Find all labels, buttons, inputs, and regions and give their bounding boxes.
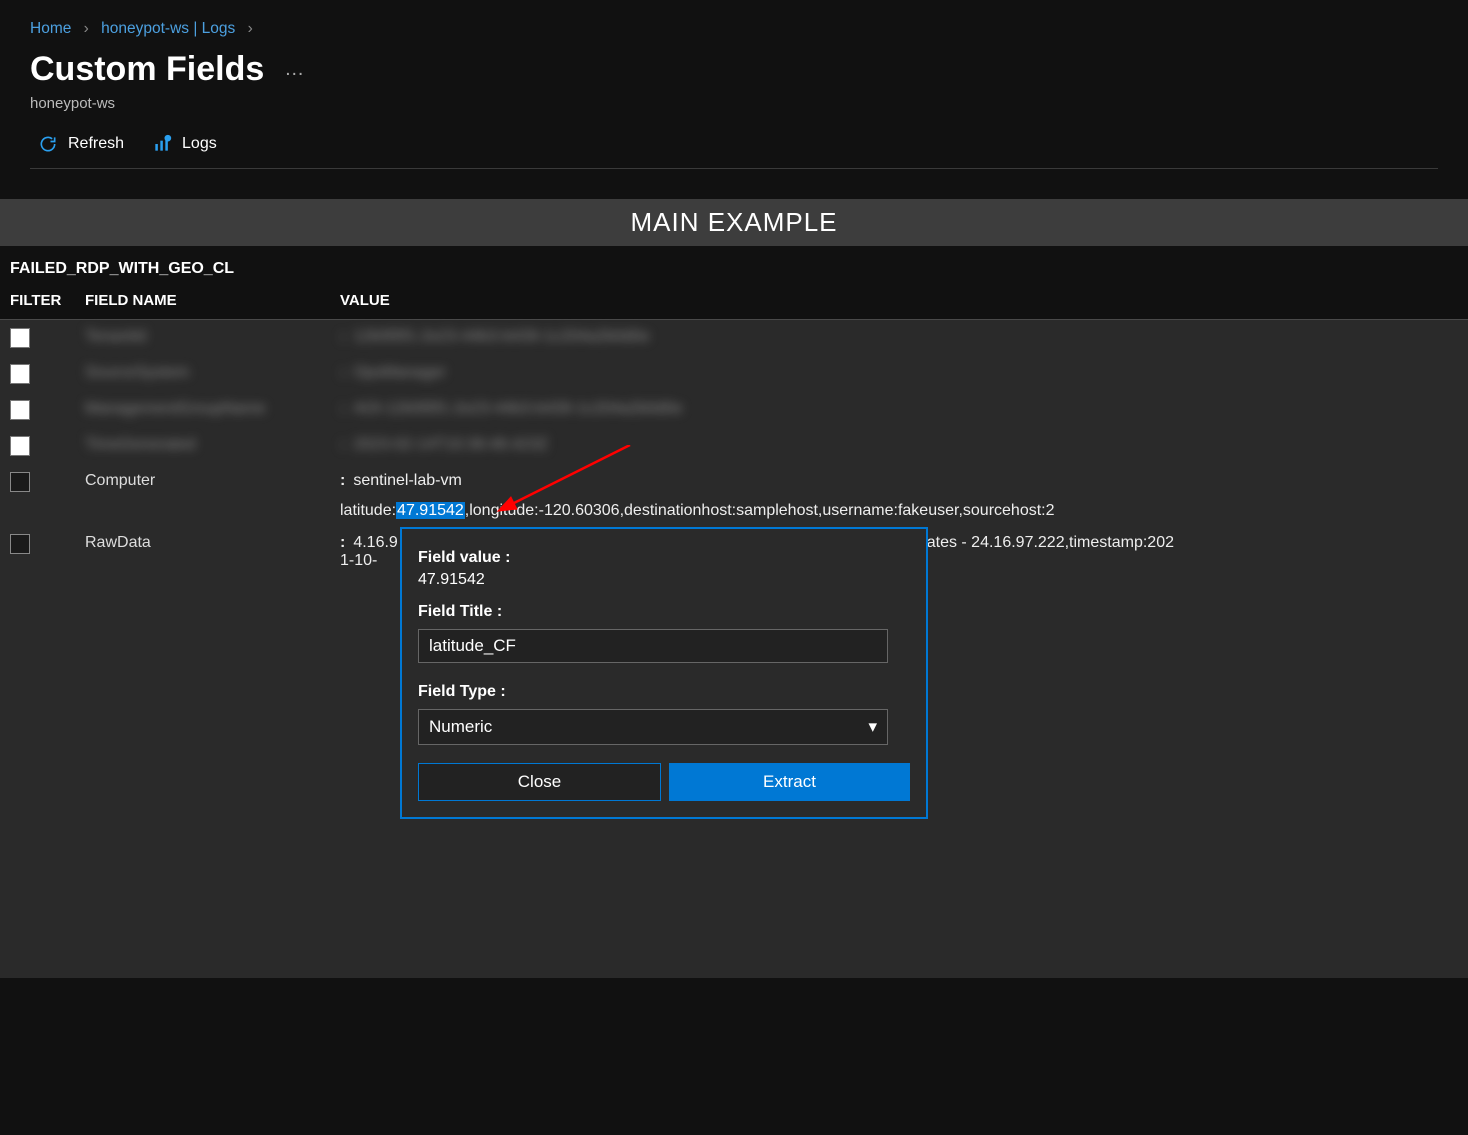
rawdata-post: ,longitude:-120.60306,destinationhost:sa… [465,502,1055,519]
chevron-down-icon: ▾ [868,717,877,737]
field-type-select[interactable]: Numeric ▾ [418,709,888,745]
refresh-button[interactable]: Refresh [38,134,124,154]
field-title-input[interactable] [418,629,888,663]
close-button[interactable]: Close [418,763,661,801]
rawdata-highlight: 47.91542 [396,502,465,519]
page-title: Custom Fields [30,50,264,89]
refresh-icon [38,134,58,154]
field-value-label: Field value : [418,549,910,567]
filter-checkbox[interactable] [10,328,30,348]
breadcrumb-home[interactable]: Home [30,20,71,37]
breadcrumb-workspace-logs[interactable]: honeypot-ws | Logs [101,20,235,37]
more-icon[interactable]: … [284,58,306,81]
extract-button[interactable]: Extract [669,763,910,801]
field-value: 2023-02-14T10:36:48.423Z [353,436,548,453]
table-row: Computer :sentinel-lab-vm [0,464,1468,500]
chevron-right-icon: › [248,20,253,37]
col-filter: FILTER [10,292,85,309]
filter-checkbox[interactable] [10,364,30,384]
table-row: SourceSystem :OpsManager [0,356,1468,392]
logs-icon [152,134,172,154]
rawdata-pre: latitude: [340,502,396,519]
log-type-title: FAILED_RDP_WITH_GEO_CL [0,246,1468,286]
field-value-computer: sentinel-lab-vm [353,472,461,489]
field-value: AOI-12b5f0f1-2e23-44b3-b439-1c204a2b0d0e [353,400,682,417]
filter-checkbox[interactable] [10,436,30,456]
page-subtitle: honeypot-ws [30,95,1438,112]
table-row: ManagementGroupName :AOI-12b5f0f1-2e23-4… [0,392,1468,428]
field-name: TenantId [85,328,340,346]
logs-button[interactable]: Logs [152,134,217,154]
field-name: SourceSystem [85,364,340,382]
column-headers: FILTER FIELD NAME VALUE [0,286,1468,320]
rawdata-text[interactable]: latitude:47.91542,longitude:-120.60306,d… [340,498,1468,524]
main-example-banner: MAIN EXAMPLE [0,199,1468,246]
refresh-label: Refresh [68,135,124,153]
field-value-text: 47.91542 [418,571,910,589]
field-type-value: Numeric [429,717,492,737]
breadcrumb: Home › honeypot-ws | Logs › [30,20,1438,38]
table-row: TimeGenerated :2023-02-14T10:36:48.423Z [0,428,1468,464]
field-type-label: Field Type : [418,683,910,701]
field-name: TimeGenerated [85,436,340,454]
field-value: 12b5f0f1-2e23-44b3-b439-1c204a2b0d0e [353,328,649,345]
chevron-right-icon: › [84,20,89,37]
logs-label: Logs [182,135,217,153]
field-title-label: Field Title : [418,603,910,621]
filter-checkbox[interactable] [10,534,30,554]
field-name-rawdata: RawData [85,534,340,552]
filter-checkbox[interactable] [10,472,30,492]
filter-checkbox[interactable] [10,400,30,420]
extract-field-popup: Field value : 47.91542 Field Title : Fie… [400,527,928,819]
rawdata-line2a: 4.16.9 [353,534,397,551]
field-name: ManagementGroupName [85,400,340,418]
rawdata-line2b: ates - 24.16.97.222,timestamp:202 [927,534,1174,551]
table-row: TenantId :12b5f0f1-2e23-44b3-b439-1c204a… [0,320,1468,356]
field-name-computer: Computer [85,472,340,490]
col-field-name: FIELD NAME [85,292,340,309]
col-value: VALUE [340,292,1458,309]
field-value: OpsManager [353,364,446,381]
